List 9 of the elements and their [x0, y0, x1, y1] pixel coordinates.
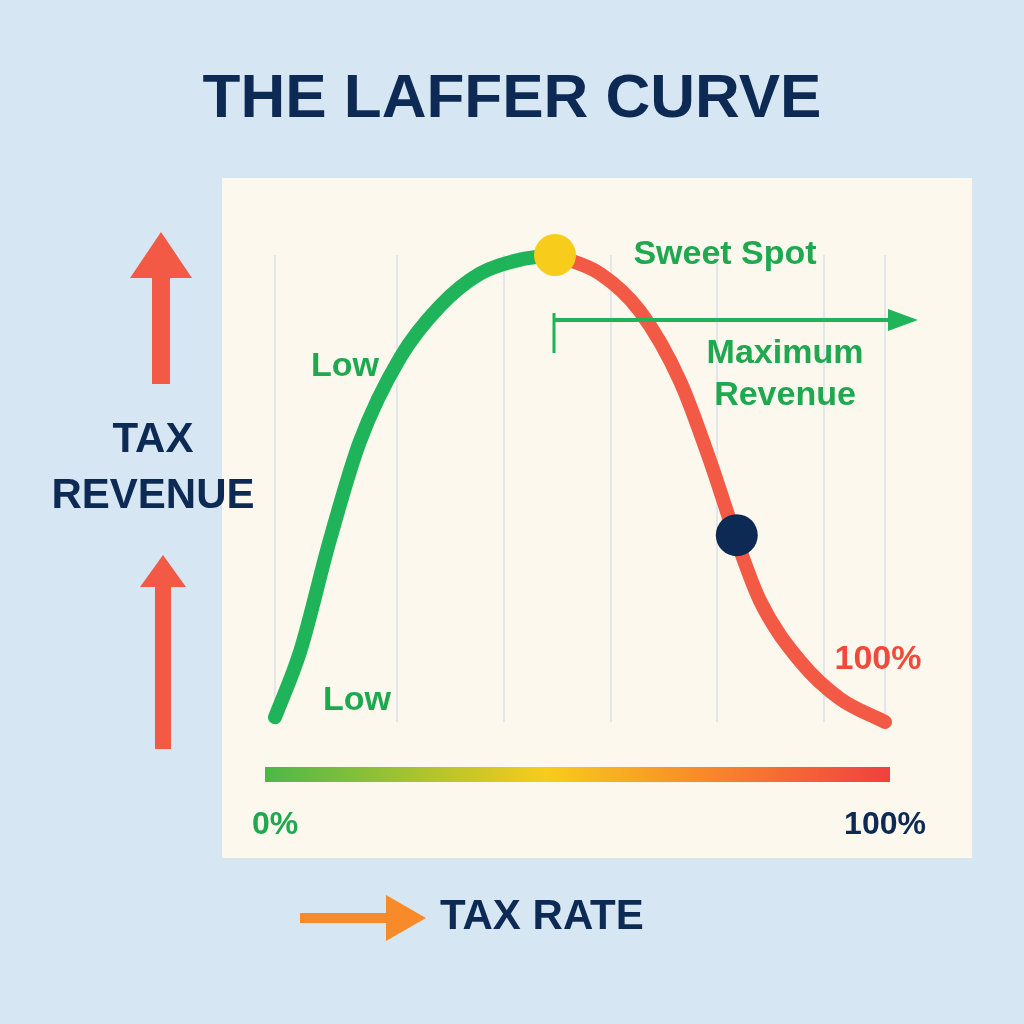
annotation: Sweet Spot [633, 233, 817, 272]
annotation: Low [311, 345, 380, 384]
chart-title: THE LAFFER CURVE [202, 61, 822, 131]
y-axis-title: TAX REVENUE [51, 413, 255, 517]
annotation: 100% [834, 638, 922, 677]
x-axis-title: TAX RATE [440, 890, 644, 938]
annotation: Maximum Revenue [706, 332, 864, 413]
x-tick-label: 0% [251, 805, 299, 842]
annotation: Low [323, 679, 392, 718]
